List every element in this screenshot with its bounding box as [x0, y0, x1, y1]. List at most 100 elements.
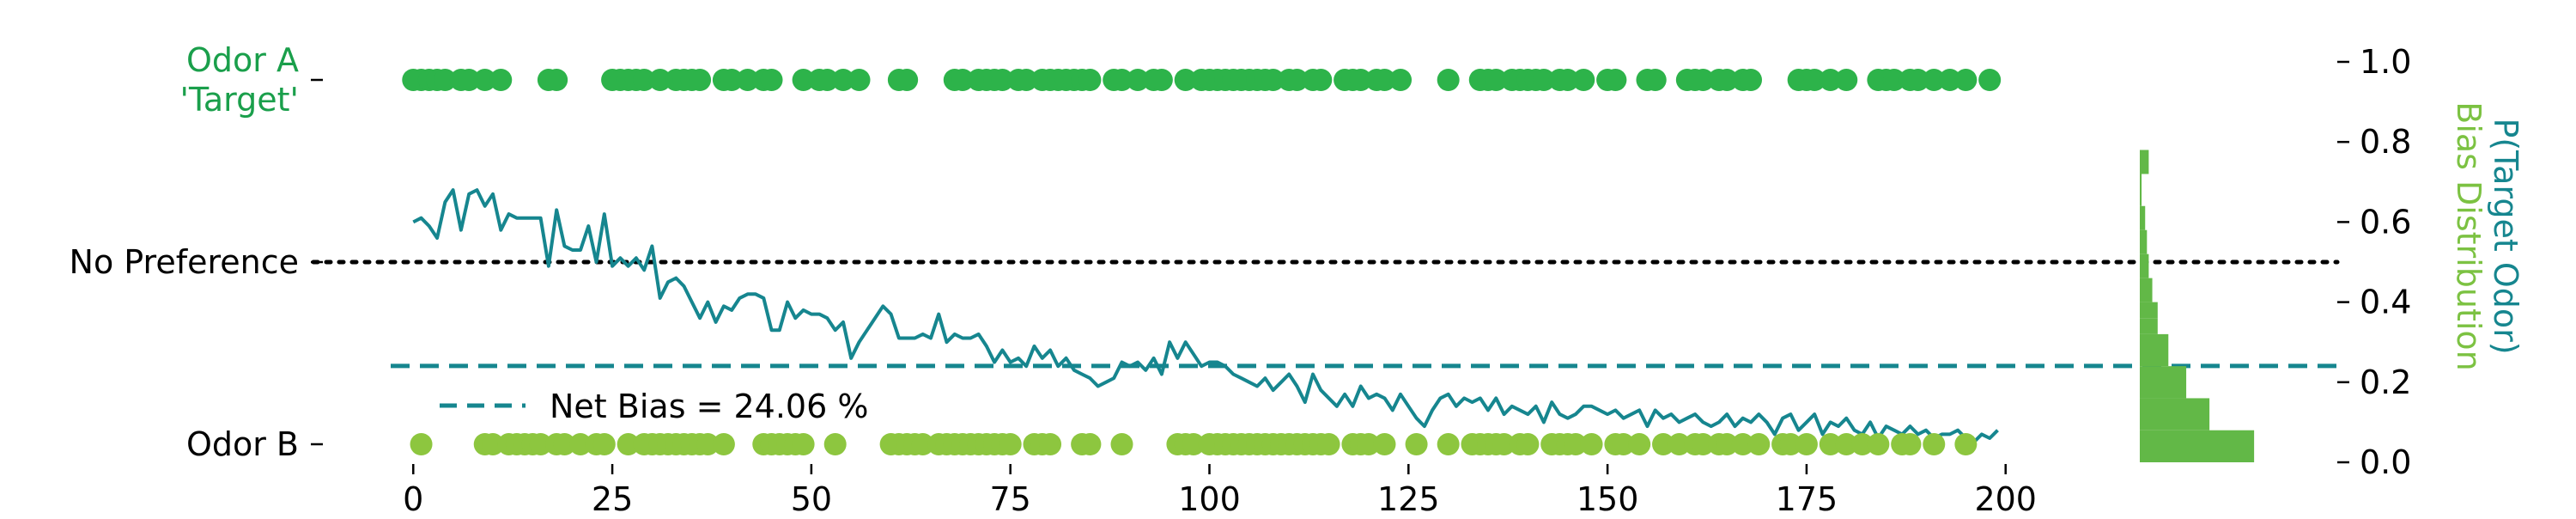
target-choice-dot — [1015, 69, 1038, 91]
target-choice-dot — [434, 69, 457, 91]
target-choice-dot — [1150, 69, 1173, 91]
y-tick-label: 0.0 — [2360, 443, 2411, 481]
target-choice-dot — [816, 69, 839, 91]
odor-b-choice-dot — [592, 433, 616, 455]
x-tick-label: 75 — [990, 480, 1031, 516]
target-choice-dot — [1954, 69, 1978, 91]
histogram-bar — [2140, 278, 2153, 302]
odor-b-choice-dot — [1692, 433, 1715, 455]
target-choice-dot — [1819, 69, 1842, 91]
target-choice-dot — [1556, 69, 1579, 91]
target-choice-dot — [1285, 69, 1309, 91]
target-choice-dot — [951, 69, 975, 91]
odor-b-choice-dot — [1867, 433, 1890, 455]
odor-b-choice-dot — [1405, 433, 1428, 455]
target-choice-dot — [1882, 69, 1905, 91]
odor-b-choice-dot — [712, 433, 735, 455]
odor-b-choice-dot — [1612, 433, 1635, 455]
target-choice-dot — [473, 69, 496, 91]
odor-b-choice-dot — [1835, 433, 1858, 455]
histogram-bar — [2140, 174, 2142, 206]
odor-b-choice-dot — [999, 433, 1022, 455]
y-tick-label: 0.8 — [2360, 123, 2411, 161]
target-choice-dot — [1572, 69, 1595, 91]
target-choice-dot — [792, 69, 815, 91]
target-choice-dot — [1373, 69, 1396, 91]
y-tick-label: 1.0 — [2360, 43, 2411, 81]
odor-b-choice-dot — [529, 433, 552, 455]
odor-b-choice-dot — [481, 433, 504, 455]
x-tick-label: 175 — [1776, 480, 1838, 516]
odor-b-choice-dot — [410, 433, 433, 455]
legend-label: Net Bias = 24.06 % — [550, 388, 868, 425]
target-choice-dot — [831, 69, 854, 91]
odor-b-choice-dot — [1373, 433, 1396, 455]
histogram-bar — [2140, 229, 2148, 254]
target-choice-dot — [1692, 69, 1715, 91]
odor-b-choice-dot — [1850, 433, 1874, 455]
target-choice-dot — [1389, 69, 1413, 91]
odor-b-choice-dot — [1819, 433, 1842, 455]
left-label: 'Target' — [180, 81, 299, 119]
odor-b-choice-dot — [568, 433, 592, 455]
odor-b-choice-dot — [553, 433, 576, 455]
probability-series — [412, 188, 1999, 444]
target-choice-dot — [1078, 69, 1102, 91]
target-choice-dot — [648, 69, 671, 91]
odor-b-choice-dot — [1628, 433, 1651, 455]
target-choice-dot — [720, 69, 744, 91]
odor-b-choice-dot — [911, 433, 934, 455]
target-choice-dot — [848, 69, 871, 91]
legend: Net Bias = 24.06 % — [440, 388, 868, 425]
target-choice-dot — [1716, 69, 1739, 91]
right-axis-label: P(Target Odor) — [2487, 118, 2524, 354]
odor-b-choice-dot — [823, 433, 847, 455]
odor-b-choice-dot — [1516, 433, 1540, 455]
odor-b-choice-dot — [792, 433, 815, 455]
histogram-bar — [2140, 430, 2255, 462]
target-choice-dot — [736, 69, 759, 91]
odor-b-choice-dot — [1899, 433, 1922, 455]
target-choice-dot — [545, 69, 568, 91]
target-choice-dot — [1938, 69, 1961, 91]
histogram-bar — [2140, 302, 2158, 319]
target-choice-dot — [1127, 69, 1150, 91]
target-choice-dot — [489, 69, 513, 91]
x-tick-label: 25 — [592, 480, 633, 516]
reference-lines — [311, 260, 2340, 369]
odor-b-choice-dot — [1779, 433, 1802, 455]
target-choice-dot — [991, 69, 1014, 91]
target-choice-dot — [1803, 69, 1826, 91]
histogram-bar — [2140, 318, 2158, 334]
target-choice-dot — [1110, 69, 1133, 91]
odor-b-choice-dot — [1564, 433, 1588, 455]
odor-b-choice-dot — [1110, 433, 1133, 455]
odor-b-choice-dot — [1317, 433, 1340, 455]
histogram-bar — [2140, 398, 2210, 430]
x-tick-label: 200 — [1974, 480, 2037, 516]
odor-b-choice-dot — [1652, 433, 1675, 455]
target-choice-dot — [1261, 69, 1285, 91]
choice-markers — [402, 69, 2002, 455]
odor-b-choice-dot — [617, 433, 640, 455]
target-choice-dot — [1485, 69, 1508, 91]
target-choice-dot — [633, 69, 656, 91]
histogram-bar — [2140, 253, 2149, 278]
odor-b-choice-dot — [696, 433, 720, 455]
y-tick-label: 0.4 — [2360, 284, 2411, 321]
histogram-bar — [2140, 205, 2146, 230]
odor-b-choice-dot — [1795, 433, 1818, 455]
odor-b-choice-dot — [1731, 433, 1754, 455]
odor-b-choice-dot — [1078, 433, 1102, 455]
odor-b-choice-dot — [1668, 433, 1691, 455]
x-tick-label: 100 — [1178, 480, 1241, 516]
odor-b-choice-dot — [1580, 433, 1603, 455]
target-choice-dot — [1174, 69, 1197, 91]
left-label: Odor B — [186, 425, 299, 463]
probability-line — [412, 188, 1999, 444]
histogram-bar — [2140, 333, 2169, 367]
target-choice-dot — [1978, 69, 2002, 91]
odor-b-choice-dot — [1039, 433, 1062, 455]
